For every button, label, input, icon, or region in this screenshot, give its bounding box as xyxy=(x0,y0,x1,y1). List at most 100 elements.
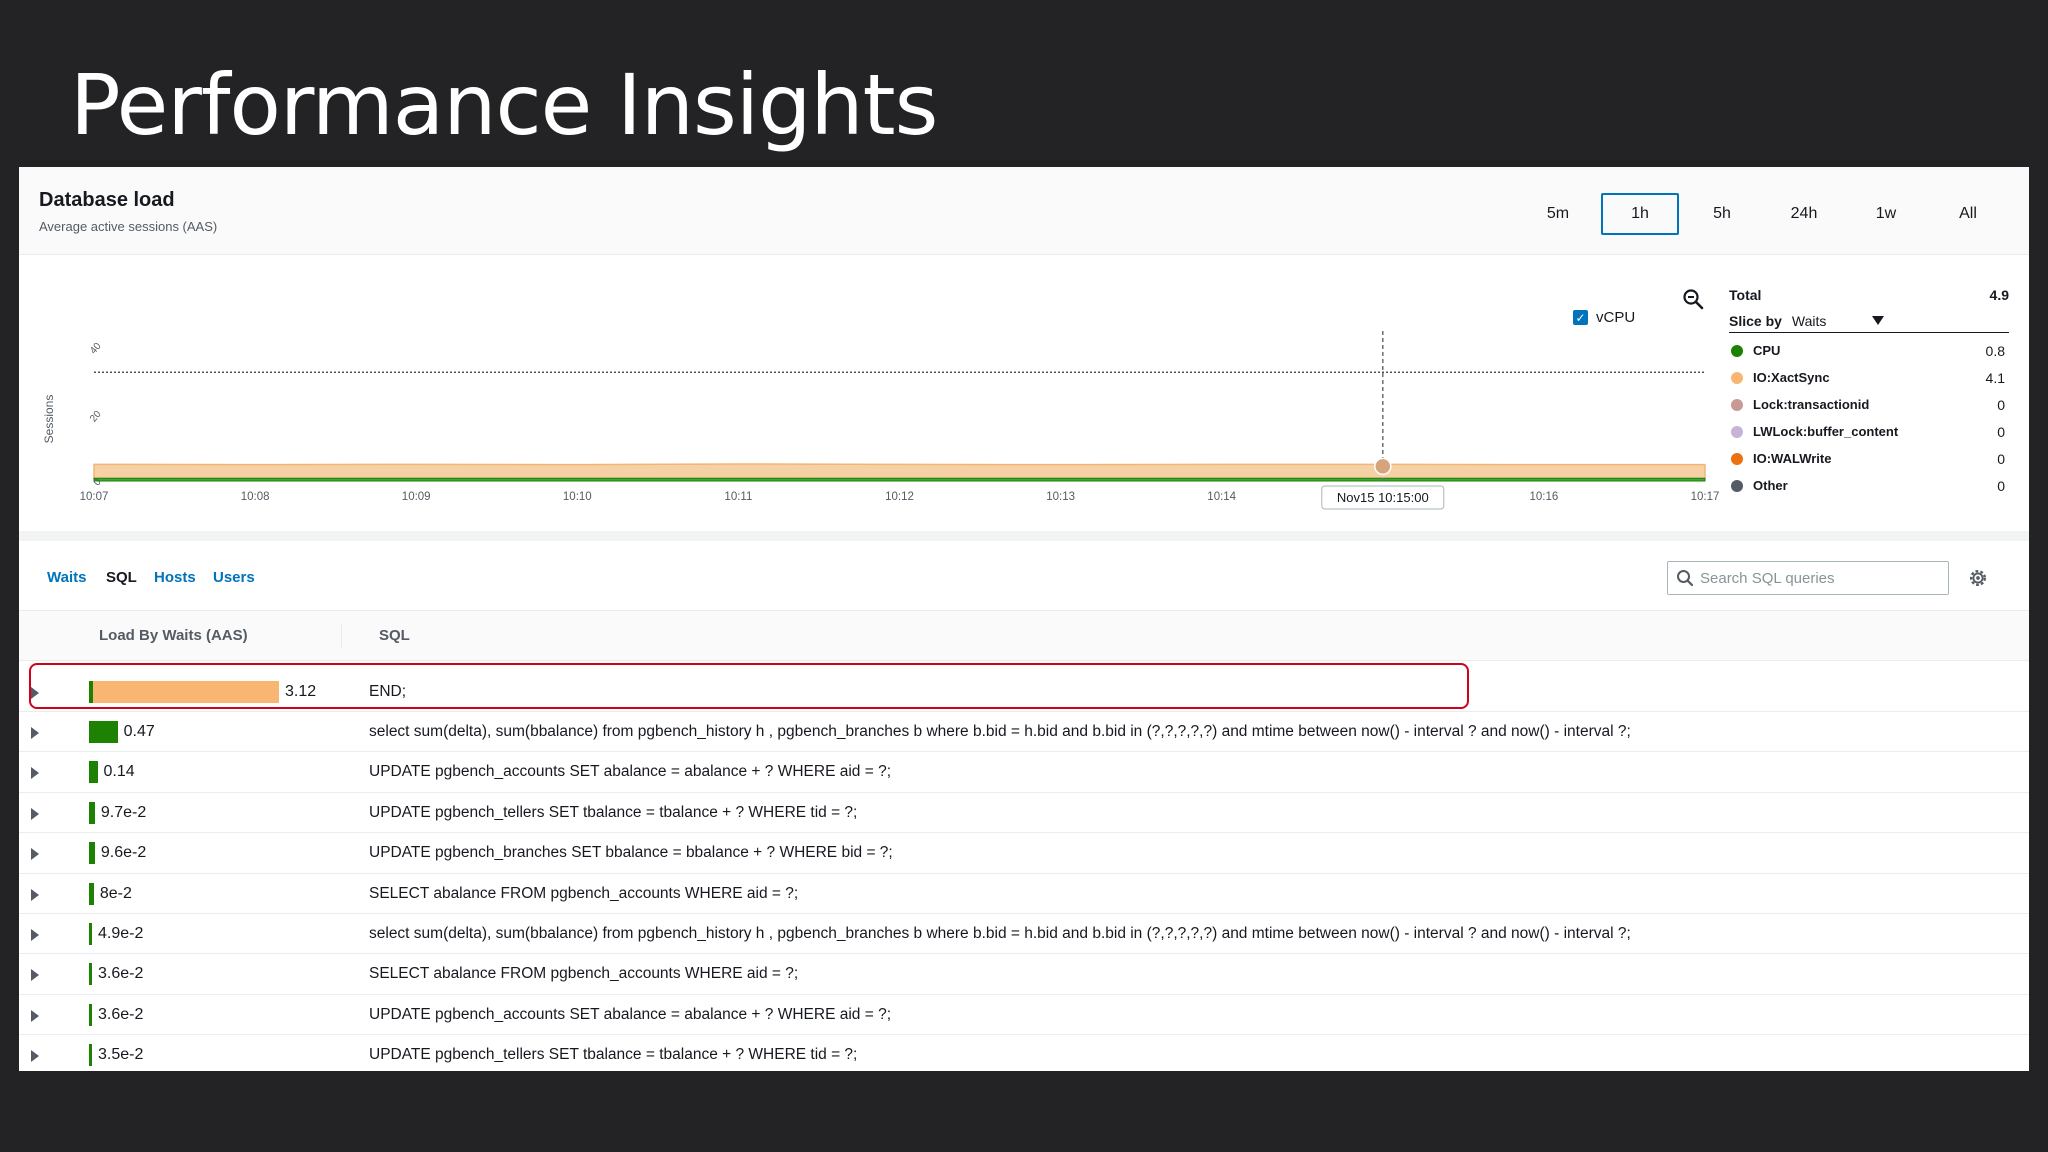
zoom-out-icon[interactable] xyxy=(1681,287,1705,311)
highlight-box xyxy=(29,663,1469,709)
load-bar xyxy=(89,1044,92,1067)
database-load-subtitle: Average active sessions (AAS) xyxy=(39,219,218,234)
load-bar xyxy=(89,721,118,743)
y-tick-label: 20 xyxy=(88,409,104,425)
expand-caret-icon[interactable] xyxy=(31,888,39,901)
expand-caret-icon[interactable] xyxy=(31,969,39,982)
x-tick-label: 10:12 xyxy=(885,491,914,503)
table-row[interactable]: 9.7e-2 UPDATE pgbench_tellers SET tbalanc… xyxy=(19,793,2029,834)
sql-text[interactable]: SELECT abalance FROM pgbench_accounts WH… xyxy=(369,965,799,983)
expand-caret-icon[interactable] xyxy=(31,928,39,941)
x-tick-label: 10:08 xyxy=(241,491,270,503)
legend-item-value: 0 xyxy=(1997,423,2005,440)
legend-item-name: Lock:transactionid xyxy=(1753,397,1870,412)
expand-caret-icon[interactable] xyxy=(31,807,39,820)
vcpu-checkbox-icon[interactable]: ✓ xyxy=(1573,310,1588,325)
column-header-load[interactable]: Load By Waits (AAS) xyxy=(99,627,248,644)
tab-hosts[interactable]: Hosts xyxy=(154,569,196,586)
table-row[interactable]: 9.6e-2 UPDATE pgbench_branches SET bbalan… xyxy=(19,833,2029,874)
slide-title: Performance Insights xyxy=(70,56,938,154)
chevron-down-icon[interactable] xyxy=(1871,316,1884,325)
load-bar xyxy=(89,842,95,865)
x-tick-label: 10:16 xyxy=(1530,491,1559,503)
search-icon xyxy=(1677,570,1694,587)
load-bar-cell: 9.7e-2 xyxy=(89,801,146,824)
expand-caret-icon[interactable] xyxy=(31,848,39,861)
search-sql-input[interactable] xyxy=(1700,569,1940,587)
gear-icon[interactable] xyxy=(1967,567,1989,589)
legend-swatch-icon xyxy=(1731,452,1743,465)
sql-table-body: 3.12 END; 0.47 select sum(delta), sum(bbala… xyxy=(19,672,2029,1071)
range-button-all[interactable]: All xyxy=(1959,205,1977,222)
vcpu-label: vCPU xyxy=(1596,309,1636,326)
x-tick-label: 10:09 xyxy=(402,491,431,503)
expand-caret-icon[interactable] xyxy=(31,1009,39,1022)
range-button-24h[interactable]: 24h xyxy=(1790,205,1818,222)
legend-item[interactable]: Other 0 xyxy=(1729,472,2009,499)
sql-text[interactable]: UPDATE pgbench_branches SET bbalance = b… xyxy=(369,844,893,862)
tab-waits[interactable]: Waits xyxy=(47,569,87,586)
sql-text[interactable]: UPDATE pgbench_accounts SET abalance = a… xyxy=(369,763,891,781)
expand-caret-icon[interactable] xyxy=(31,767,39,780)
expand-caret-icon[interactable] xyxy=(31,727,39,739)
table-row[interactable]: 0.14 UPDATE pgbench_accounts SET abalance… xyxy=(19,752,2029,793)
tab-users[interactable]: Users xyxy=(213,569,255,586)
range-button-5h[interactable]: 5h xyxy=(1713,205,1731,222)
sql-text[interactable]: UPDATE pgbench_accounts SET abalance = a… xyxy=(369,1005,891,1023)
load-bar-cell: 4.9e-2 xyxy=(89,922,143,945)
table-row[interactable]: 3.5e-2 UPDATE pgbench_tellers SET tbalanc… xyxy=(19,1035,2029,1071)
load-bar xyxy=(89,801,95,824)
legend-total-label: Total xyxy=(1729,287,1762,303)
slice-by-value: Waits xyxy=(1791,312,1827,329)
hover-point-marker xyxy=(1374,457,1392,476)
table-row[interactable]: 3.6e-2 UPDATE pgbench_accounts SET abalan… xyxy=(19,995,2029,1036)
sql-text[interactable]: UPDATE pgbench_tellers SET tbalance = tb… xyxy=(369,1046,858,1064)
sql-text[interactable]: select sum(delta), sum(bbalance) from pg… xyxy=(369,924,1631,942)
load-value: 8e-2 xyxy=(99,884,132,902)
legend-item-name: LWLock:buffer_content xyxy=(1753,424,1899,439)
slice-by-dropdown[interactable]: Slice by Waits xyxy=(1729,309,2009,333)
sql-text[interactable]: UPDATE pgbench_tellers SET tbalance = tb… xyxy=(369,803,858,821)
table-row[interactable]: 4.9e-2 select sum(delta), sum(bbalance) f… xyxy=(19,914,2029,955)
load-value: 3.5e-2 xyxy=(98,1046,144,1064)
chart-legend: Total 4.9 Slice by Waits CPU 0.8 IO:XactSy… xyxy=(1729,287,2009,499)
sql-table-header: Load By Waits (AAS) SQL xyxy=(19,611,2029,661)
load-bar xyxy=(89,882,94,905)
load-bar-cell: 3.12 xyxy=(89,681,316,703)
legend-item-name: CPU xyxy=(1753,343,1781,358)
tab-sql[interactable]: SQL xyxy=(106,569,137,586)
sql-text[interactable]: END; xyxy=(369,683,407,700)
range-button-1h[interactable]: 1h xyxy=(1601,193,1679,235)
expand-caret-icon[interactable] xyxy=(31,1050,39,1063)
range-button-5m[interactable]: 5m xyxy=(1546,205,1570,222)
vcpu-toggle[interactable]: ✓ vCPU xyxy=(1573,309,1635,326)
load-value: 0.14 xyxy=(103,763,135,781)
x-tick-label: 10:17 xyxy=(1691,491,1720,503)
series-area-cpu xyxy=(93,477,1706,482)
dimension-tabs: Waits SQL Hosts Users xyxy=(19,541,2029,611)
legend-item[interactable]: CPU 0.8 xyxy=(1729,337,2009,364)
hover-tooltip-label: Nov15 10:15:00 xyxy=(1337,490,1429,505)
table-row[interactable]: 3.6e-2 SELECT abalance FROM pgbench_accou… xyxy=(19,954,2029,995)
sql-text[interactable]: SELECT abalance FROM pgbench_accounts WH… xyxy=(369,884,799,902)
table-row[interactable]: 3.12 END; xyxy=(19,672,2029,712)
load-bar-cell: 0.47 xyxy=(89,721,155,743)
legend-item[interactable]: IO:WALWrite 0 xyxy=(1729,445,2009,472)
load-value: 0.47 xyxy=(123,723,155,740)
sql-text[interactable]: select sum(delta), sum(bbalance) from pg… xyxy=(369,723,1631,740)
table-row[interactable]: 0.47 select sum(delta), sum(bbalance) fro… xyxy=(19,712,2029,753)
table-row[interactable]: 8e-2 SELECT abalance FROM pgbench_account… xyxy=(19,874,2029,914)
database-load-chart: 40 20 0 Sessions 10:07 10:08 10:09 10:10 10:11 10… xyxy=(19,259,2029,541)
legend-item[interactable]: Lock:transactionid 0 xyxy=(1729,391,2009,418)
column-divider xyxy=(341,623,342,649)
legend-item[interactable]: LWLock:buffer_content 0 xyxy=(1729,418,2009,445)
column-header-sql[interactable]: SQL xyxy=(379,627,410,644)
expand-caret-icon[interactable] xyxy=(31,687,39,699)
legend-item-value: 0 xyxy=(1997,450,2005,467)
legend-total-value: 4.9 xyxy=(1989,287,2009,303)
range-button-1w[interactable]: 1w xyxy=(1875,205,1897,222)
search-sql-field[interactable] xyxy=(1667,561,1949,595)
legend-swatch-icon xyxy=(1731,425,1743,438)
legend-item[interactable]: IO:XactSync 4.1 xyxy=(1729,364,2009,391)
load-bar xyxy=(89,681,279,703)
